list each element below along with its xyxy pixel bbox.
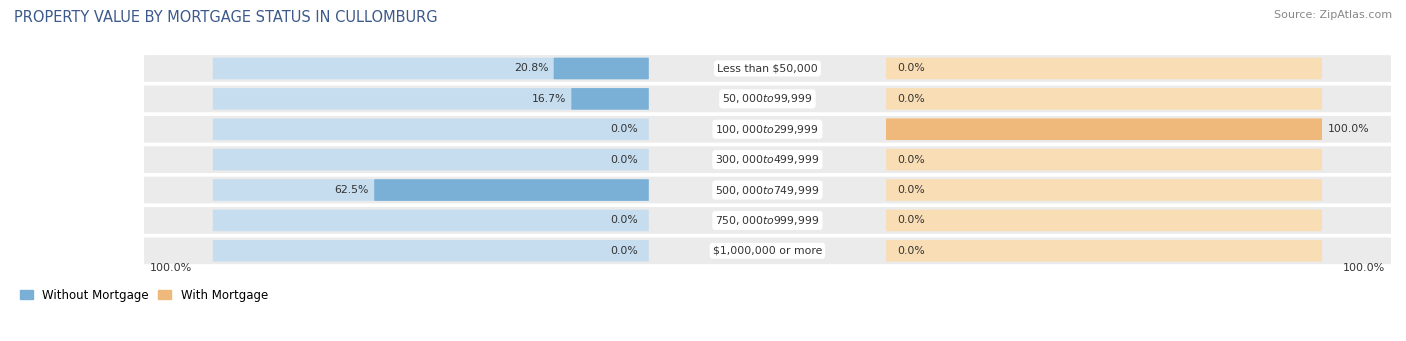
Text: PROPERTY VALUE BY MORTGAGE STATUS IN CULLOMBURG: PROPERTY VALUE BY MORTGAGE STATUS IN CUL…: [14, 10, 437, 25]
FancyBboxPatch shape: [886, 118, 1322, 140]
Text: 0.0%: 0.0%: [897, 94, 925, 104]
FancyBboxPatch shape: [212, 210, 648, 231]
Text: $1,000,000 or more: $1,000,000 or more: [713, 246, 823, 256]
Text: 100.0%: 100.0%: [1327, 124, 1369, 134]
Text: 62.5%: 62.5%: [335, 185, 368, 195]
FancyBboxPatch shape: [886, 58, 1322, 79]
FancyBboxPatch shape: [141, 206, 1393, 235]
Text: 100.0%: 100.0%: [1343, 264, 1385, 273]
FancyBboxPatch shape: [886, 210, 1322, 231]
FancyBboxPatch shape: [886, 149, 1322, 170]
FancyBboxPatch shape: [212, 179, 648, 201]
FancyBboxPatch shape: [212, 149, 648, 170]
Text: Less than $50,000: Less than $50,000: [717, 63, 818, 73]
Text: 0.0%: 0.0%: [610, 124, 638, 134]
Text: 20.8%: 20.8%: [513, 63, 548, 73]
FancyBboxPatch shape: [212, 240, 648, 262]
FancyBboxPatch shape: [886, 179, 1322, 201]
Text: 100.0%: 100.0%: [149, 264, 191, 273]
FancyBboxPatch shape: [886, 240, 1322, 262]
Legend: Without Mortgage, With Mortgage: Without Mortgage, With Mortgage: [15, 284, 273, 307]
Text: 0.0%: 0.0%: [897, 185, 925, 195]
Text: 0.0%: 0.0%: [897, 155, 925, 165]
Text: 0.0%: 0.0%: [610, 155, 638, 165]
FancyBboxPatch shape: [141, 115, 1393, 144]
FancyBboxPatch shape: [141, 145, 1393, 174]
FancyBboxPatch shape: [212, 118, 648, 140]
FancyBboxPatch shape: [886, 88, 1322, 110]
FancyBboxPatch shape: [554, 58, 648, 79]
Text: $300,000 to $499,999: $300,000 to $499,999: [716, 153, 820, 166]
Text: $50,000 to $99,999: $50,000 to $99,999: [723, 92, 813, 105]
FancyBboxPatch shape: [374, 179, 648, 201]
FancyBboxPatch shape: [141, 84, 1393, 114]
Text: 0.0%: 0.0%: [610, 216, 638, 225]
FancyBboxPatch shape: [212, 58, 648, 79]
Text: 0.0%: 0.0%: [897, 63, 925, 73]
FancyBboxPatch shape: [141, 175, 1393, 205]
FancyBboxPatch shape: [212, 88, 648, 110]
Text: 16.7%: 16.7%: [531, 94, 565, 104]
FancyBboxPatch shape: [141, 236, 1393, 266]
Text: $750,000 to $999,999: $750,000 to $999,999: [716, 214, 820, 227]
Text: Source: ZipAtlas.com: Source: ZipAtlas.com: [1274, 10, 1392, 20]
Text: 0.0%: 0.0%: [610, 246, 638, 256]
FancyBboxPatch shape: [571, 88, 648, 110]
Text: 0.0%: 0.0%: [897, 246, 925, 256]
FancyBboxPatch shape: [886, 118, 1322, 140]
FancyBboxPatch shape: [141, 54, 1393, 83]
Text: 0.0%: 0.0%: [897, 216, 925, 225]
Text: $500,000 to $749,999: $500,000 to $749,999: [716, 183, 820, 196]
Text: $100,000 to $299,999: $100,000 to $299,999: [716, 123, 820, 136]
